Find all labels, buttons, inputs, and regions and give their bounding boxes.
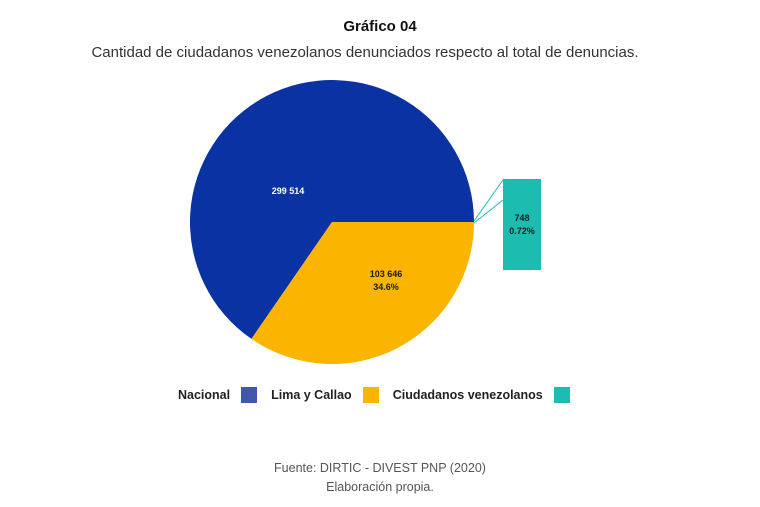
legend-item-ciudadanos-venezolanos: Ciudadanos venezolanos [393,387,570,403]
legend-swatch-lima-callao [362,387,379,403]
legend-swatch-nacional [241,387,258,403]
legend-label-nacional: Nacional [178,388,231,402]
pie-label-lima-callao-pct: 34.6% [373,282,399,292]
connector-line-top [473,179,504,222]
legend-label-lima-callao: Lima y Callao [271,388,352,402]
source-text: Fuente: DIRTIC - DIVEST PNP (2020) [274,461,486,475]
chart-source: Fuente: DIRTIC - DIVEST PNP (2020) Elabo… [0,459,760,497]
pie-label-nacional: 299 514 [272,186,305,196]
pie-chart: 299 514 103 646 34.6% 748 0.72% [190,79,541,364]
pie-label-ciudadanos-value: 748 [514,213,529,223]
legend-swatch-ciudadanos-venezolanos [553,387,570,403]
chart-title: Gráfico 04 [343,18,417,35]
pie-slice-ciudadanos-venezolanos [503,179,541,270]
legend-item-nacional: Nacional [178,387,258,403]
pie-label-lima-callao-value: 103 646 [370,269,403,279]
pie-label-ciudadanos-pct: 0.72% [509,226,535,236]
connector-line-bottom [473,199,504,224]
legend-item-lima-callao: Lima y Callao [271,387,379,403]
pie-slice-lima-callao [251,222,474,364]
chart-legend: Nacional Lima y Callao Ciudadanos venezo… [178,387,584,403]
pie-slice-nacional [190,79,474,339]
legend-label-ciudadanos-venezolanos: Ciudadanos venezolanos [392,388,543,402]
chart-subtitle: Cantidad de ciudadanos venezolanos denun… [91,44,639,61]
source-note: Elaboración propia. [326,480,434,494]
